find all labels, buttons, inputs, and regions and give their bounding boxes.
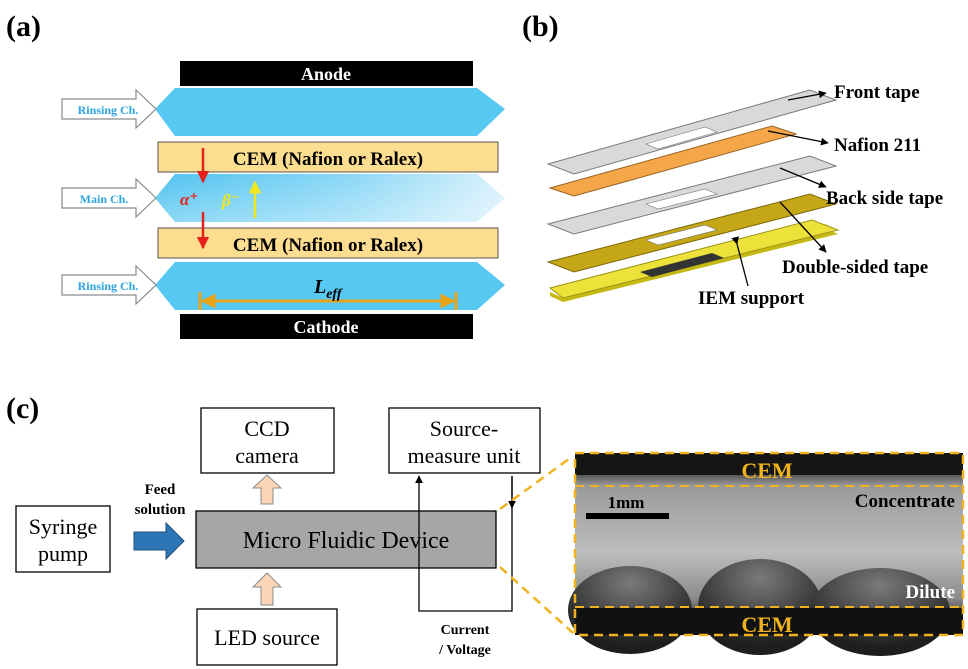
cem-membrane-top <box>157 141 499 173</box>
nafion-label: Nafion 211 <box>834 135 921 156</box>
cathode-electrode <box>180 314 473 339</box>
current-label-line1: Current <box>441 623 490 638</box>
back-side-tape-window <box>645 188 718 210</box>
ccd-label-line2: camera <box>235 443 299 468</box>
cathode-label: Cathode <box>293 317 358 337</box>
panel-c-label: (c) <box>6 392 39 425</box>
led-up-arrow <box>251 572 283 606</box>
front-tape-label: Front tape <box>834 82 920 103</box>
rinsing-inlet-arrow-bottom <box>61 264 157 306</box>
micrograph-top-band <box>575 453 963 475</box>
current-label-line2: / Voltage <box>438 643 491 658</box>
anode-electrode <box>180 61 473 86</box>
double-tape-label: Double-sided tape <box>782 257 928 278</box>
main-inlet-arrow <box>61 177 157 219</box>
leff-main-text: L <box>313 276 326 298</box>
panel-c: (c) Syringe pump Feed solution Micro Flu… <box>6 392 965 666</box>
cem-bottom-label: CEM (Nafion or Ralex) <box>233 235 423 256</box>
cem-top-label: CEM (Nafion or Ralex) <box>233 149 423 170</box>
nafion-leader <box>767 130 829 146</box>
panel-a: (a) Anode CEM (Nafion or Ralex) CEM (Naf… <box>6 10 505 339</box>
iem-support-window <box>640 253 724 277</box>
double-sided-tape-window <box>645 224 718 246</box>
front-tape-window <box>645 126 718 150</box>
beta-ion-label: β⁻ <box>221 191 240 210</box>
feed-label-line1: Feed <box>145 482 176 498</box>
panel-a-label: (a) <box>6 10 41 43</box>
nafion-layer <box>548 125 798 197</box>
leff-label: Leff <box>313 276 343 302</box>
scale-bar-label: 1mm <box>608 493 645 512</box>
source-measure-unit-box <box>388 407 541 474</box>
rinsing-channel-top <box>155 88 505 136</box>
front-tape-leader <box>787 90 827 101</box>
device-label: Micro Fluidic Device <box>243 528 450 554</box>
concentrate-label: Concentrate <box>855 491 955 512</box>
led-label: LED source <box>214 625 320 650</box>
micrograph-bottom-band <box>575 608 963 635</box>
back-tape-label: Back side tape <box>826 188 943 209</box>
anode-label: Anode <box>301 64 351 84</box>
micrograph-cem-bottom-label: CEM <box>741 612 793 637</box>
back-tape-leader <box>779 167 827 188</box>
syringe-label-line1: Syringe <box>29 514 97 539</box>
double-tape-leader <box>779 201 827 253</box>
syringe-label-line2: pump <box>38 541 88 566</box>
ccd-up-arrow <box>251 474 283 505</box>
panel-b: (b) Front tape Nafion 211 Back side tape… <box>522 10 943 309</box>
dilute-label: Dilute <box>905 582 955 603</box>
rinsing-inlet-label-bottom: Rinsing Ch. <box>78 279 139 293</box>
scale-bar <box>586 513 669 519</box>
alpha-ion-label: α⁺ <box>180 190 198 209</box>
current-loop-wire <box>418 476 513 612</box>
cem-membrane-bottom <box>157 227 499 259</box>
feed-label-line2: solution <box>135 502 187 518</box>
panel-b-label: (b) <box>522 10 559 43</box>
smu-label-line1: Source- <box>430 416 498 441</box>
zoom-line-top <box>499 454 574 511</box>
iem-support-leader <box>731 236 749 287</box>
main-channel-shade <box>155 174 505 222</box>
rinsing-inlet-arrow-top <box>61 88 157 130</box>
rinsing-inlet-label-top: Rinsing Ch. <box>78 103 139 117</box>
ccd-camera-box <box>200 407 335 474</box>
micro-fluidic-device-box <box>195 510 497 569</box>
led-source-box <box>196 608 338 666</box>
feed-arrow <box>133 521 185 561</box>
syringe-pump-box <box>15 505 111 573</box>
micrograph-cem-top-label: CEM <box>741 458 793 483</box>
iem-support-label: IEM support <box>698 288 805 309</box>
main-inlet-label: Main Ch. <box>80 192 129 206</box>
zoom-line-bottom <box>499 566 574 634</box>
smu-label-line2: measure unit <box>407 443 520 468</box>
micrograph: CEM CEM 1mm Concentrate Dilute <box>568 451 965 656</box>
ccd-label-line1: CCD <box>244 416 289 441</box>
rinsing-channel-bottom <box>155 262 505 310</box>
leff-sub-text: eff <box>326 287 343 302</box>
